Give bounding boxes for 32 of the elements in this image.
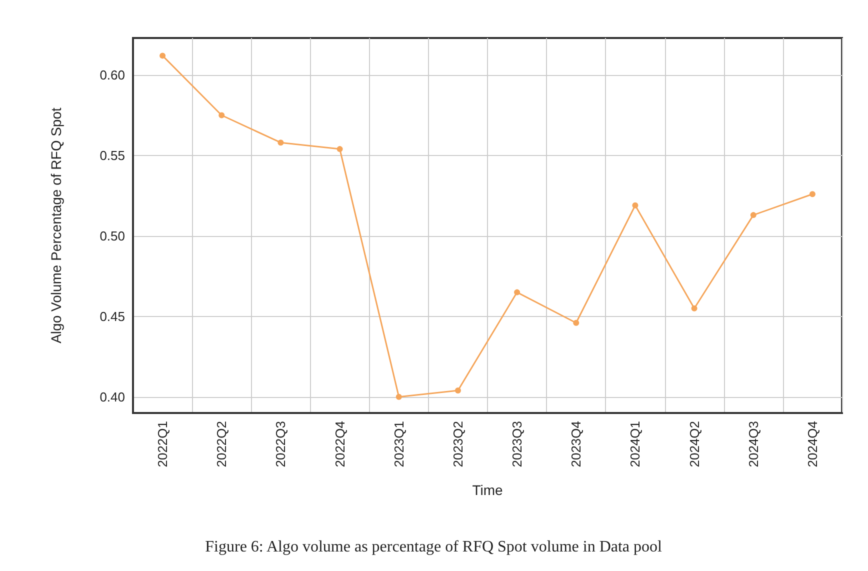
point — [160, 52, 166, 59]
point — [573, 320, 580, 326]
point — [336, 146, 343, 152]
y-tick-label: 0.60 — [100, 68, 125, 83]
point — [396, 394, 402, 400]
x-tick-label: 2022Q2 — [214, 421, 230, 468]
x-tick-label: 2023Q1 — [391, 421, 406, 468]
caption: Figure 6: Algo volume as percentage of RFQ Spot volume in Data pool — [205, 538, 663, 556]
y-axis-title: Algo Volume Percentage of RFQ Spot — [48, 107, 64, 344]
point — [632, 202, 638, 208]
x-tick-label: 2022Q4 — [332, 421, 348, 468]
y-tick-label: 0.45 — [100, 308, 125, 324]
point — [218, 112, 225, 118]
x-tick-label: 2022Q3 — [273, 421, 288, 468]
y-tick-label: 0.50 — [100, 228, 125, 244]
point — [809, 191, 816, 198]
x-axis-title: Time — [472, 482, 504, 498]
y-tick-label: 0.55 — [100, 148, 125, 163]
point — [454, 387, 461, 394]
y-tick-label: 0.40 — [100, 389, 125, 404]
x-tick-label: 2024Q3 — [746, 421, 761, 468]
point — [750, 212, 756, 218]
x-tick-label: 2023Q2 — [450, 421, 466, 468]
x-tick-label: 2024Q1 — [628, 421, 643, 468]
point — [514, 289, 520, 296]
x-tick-label: 2023Q4 — [568, 421, 584, 468]
x-tick-label: 2024Q4 — [804, 421, 820, 468]
point — [278, 140, 284, 146]
x-tick-label: 2024Q2 — [686, 421, 702, 468]
x-tick-label: 2022Q1 — [155, 421, 170, 468]
x-tick-label: 2023Q3 — [510, 421, 525, 468]
point — [691, 305, 698, 312]
